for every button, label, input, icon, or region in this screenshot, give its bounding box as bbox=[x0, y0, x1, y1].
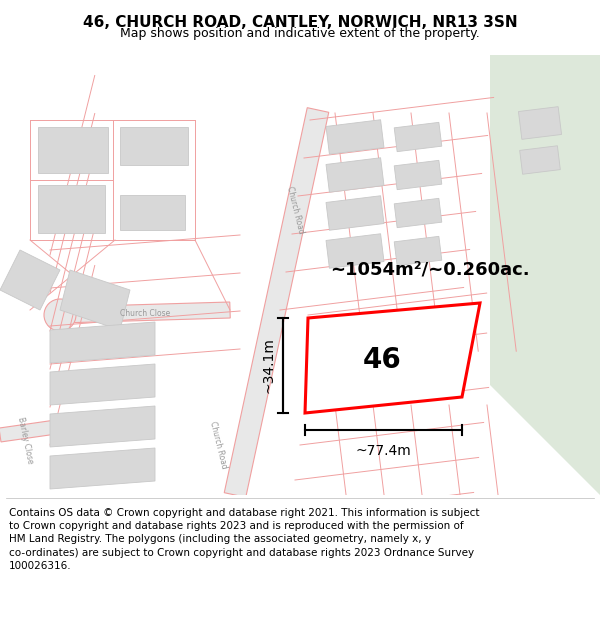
Polygon shape bbox=[50, 322, 155, 363]
Text: ~1054m²/~0.260ac.: ~1054m²/~0.260ac. bbox=[330, 261, 530, 279]
Polygon shape bbox=[0, 250, 60, 310]
Text: 46, CHURCH ROAD, CANTLEY, NORWICH, NR13 3SN: 46, CHURCH ROAD, CANTLEY, NORWICH, NR13 … bbox=[83, 16, 517, 31]
Polygon shape bbox=[520, 146, 560, 174]
Polygon shape bbox=[224, 107, 329, 498]
Polygon shape bbox=[326, 234, 384, 268]
Text: ~77.4m: ~77.4m bbox=[356, 444, 412, 458]
Text: Church Road: Church Road bbox=[285, 185, 305, 235]
Polygon shape bbox=[326, 158, 384, 192]
Polygon shape bbox=[50, 364, 155, 405]
Circle shape bbox=[44, 299, 76, 331]
Polygon shape bbox=[120, 195, 185, 230]
Polygon shape bbox=[326, 120, 384, 154]
Polygon shape bbox=[60, 302, 230, 323]
Polygon shape bbox=[38, 185, 105, 233]
Polygon shape bbox=[394, 236, 442, 266]
Polygon shape bbox=[305, 303, 480, 413]
Polygon shape bbox=[120, 127, 188, 165]
Text: ~34.1m: ~34.1m bbox=[261, 338, 275, 394]
Polygon shape bbox=[0, 418, 71, 442]
Text: Church Road: Church Road bbox=[208, 420, 228, 470]
Polygon shape bbox=[50, 406, 155, 447]
Polygon shape bbox=[518, 107, 562, 139]
Text: Barley Close: Barley Close bbox=[16, 416, 34, 464]
Polygon shape bbox=[38, 127, 108, 173]
Polygon shape bbox=[60, 270, 130, 330]
Text: Church Close: Church Close bbox=[120, 309, 170, 318]
Text: Contains OS data © Crown copyright and database right 2021. This information is : Contains OS data © Crown copyright and d… bbox=[9, 508, 479, 571]
Polygon shape bbox=[50, 448, 155, 489]
Text: Map shows position and indicative extent of the property.: Map shows position and indicative extent… bbox=[120, 27, 480, 39]
Polygon shape bbox=[394, 161, 442, 189]
Polygon shape bbox=[490, 55, 600, 495]
Text: 46: 46 bbox=[362, 346, 401, 374]
Polygon shape bbox=[394, 122, 442, 152]
Polygon shape bbox=[394, 198, 442, 228]
Polygon shape bbox=[326, 196, 384, 230]
